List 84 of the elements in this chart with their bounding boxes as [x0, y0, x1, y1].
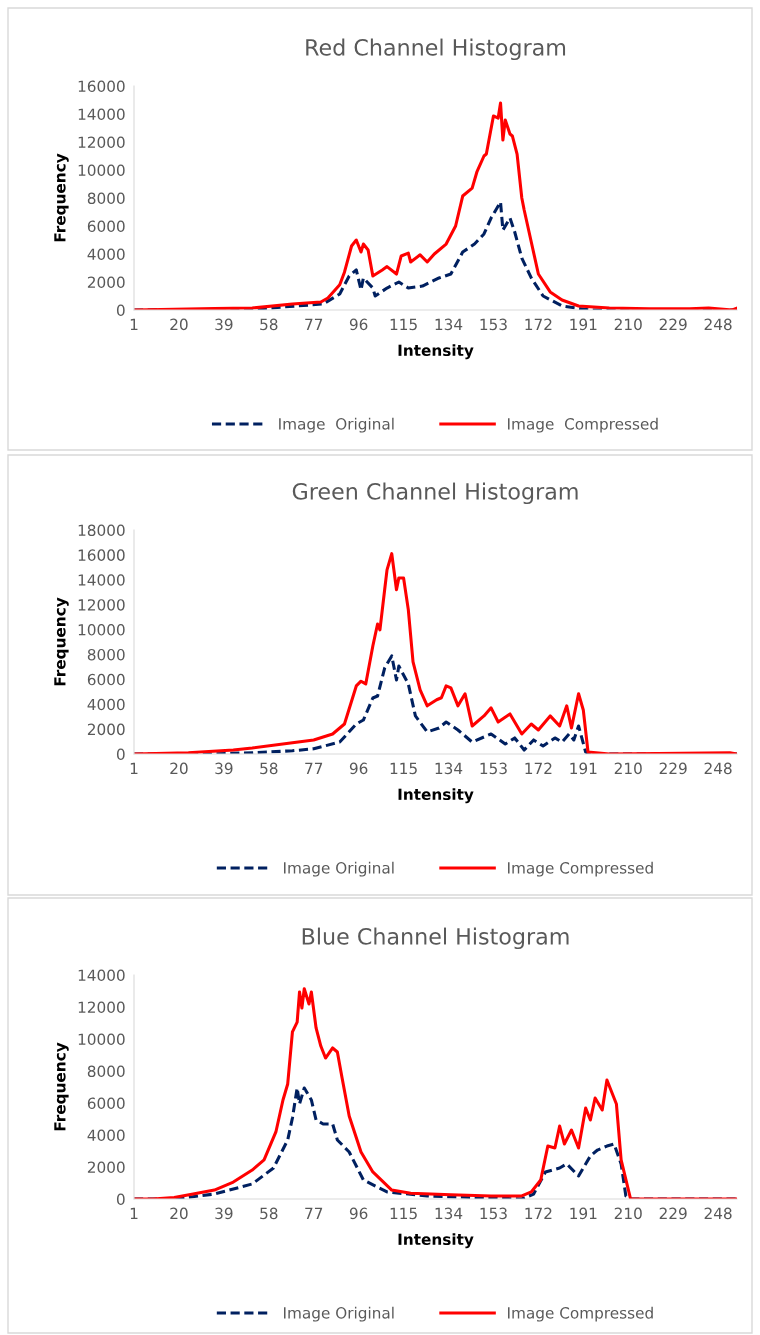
x-tick-label: 58	[260, 318, 278, 331]
x-tick-label: 229	[659, 762, 687, 775]
x-tick-label: 172	[525, 1207, 552, 1219]
y-tick-label: 6000	[87, 673, 125, 686]
x-tick-label: 172	[525, 762, 552, 774]
x-tick-label: 96	[349, 318, 368, 331]
y-tick-label: 6000	[87, 220, 125, 233]
x-tick-label: 172	[525, 318, 552, 330]
x-tick-label: 77	[305, 318, 323, 330]
x-tick-label: 58	[260, 1207, 278, 1220]
y-axis-title: Frequency	[54, 1042, 69, 1131]
x-tick-label: 134	[435, 762, 463, 775]
x-tick-label: 153	[480, 1207, 507, 1220]
x-tick-label: 248	[704, 318, 732, 331]
y-tick-label: 16000	[78, 549, 125, 561]
x-tick-label: 210	[614, 318, 642, 331]
y-tick-label: 8000	[87, 192, 125, 205]
y-tick-label: 12000	[78, 136, 125, 149]
x-tick-label: 96	[349, 762, 368, 775]
y-tick-label: 12000	[78, 599, 125, 611]
y-tick-label: 12000	[78, 1001, 125, 1014]
y-tick-label: 10000	[78, 1033, 125, 1046]
y-tick-label: 4000	[87, 248, 125, 261]
y-tick-label: 2000	[87, 1161, 125, 1174]
x-tick-label: 39	[215, 762, 233, 775]
x-tick-label: 39	[215, 318, 233, 331]
legend-label: Image Original	[284, 1306, 394, 1322]
x-tick-label: 134	[435, 318, 463, 331]
x-tick-label: 229	[659, 1207, 687, 1220]
x-tick-label: 153	[480, 762, 507, 775]
x-tick-label: 191	[570, 318, 597, 331]
x-axis-title: Intensity	[398, 344, 474, 360]
x-tick-label: 191	[570, 1207, 597, 1220]
x-tick-label: 115	[390, 1207, 417, 1220]
x-tick-label: 20	[170, 762, 188, 775]
x-tick-label: 134	[435, 1207, 463, 1220]
x-tick-label: 248	[704, 1207, 732, 1220]
x-axis-title: Intensity	[398, 1233, 474, 1249]
y-tick-label: 10000	[78, 624, 125, 636]
legend-label: Image Compressed	[508, 1306, 653, 1322]
x-tick-label: 1	[130, 762, 138, 774]
y-tick-label: 0	[116, 748, 125, 761]
x-tick-label: 20	[170, 318, 188, 331]
x-tick-label: 58	[260, 762, 278, 775]
y-axis-title: Frequency	[54, 153, 69, 242]
y-tick-label: 10000	[78, 164, 125, 177]
legend-label: Image Compressed	[508, 861, 653, 877]
chart-title: Blue Channel Histogram	[302, 927, 569, 950]
y-tick-label: 0	[116, 304, 125, 317]
x-tick-label: 191	[570, 762, 597, 775]
x-tick-label: 1	[130, 1207, 138, 1219]
y-tick-label: 2000	[87, 723, 125, 736]
y-axis-title: Frequency	[54, 597, 69, 686]
x-tick-label: 96	[349, 1207, 368, 1220]
x-tick-label: 248	[704, 762, 732, 775]
y-tick-label: 8000	[87, 648, 125, 661]
y-tick-label: 14000	[78, 969, 125, 982]
x-tick-label: 77	[305, 1207, 323, 1219]
legend-label: Image Original	[284, 861, 394, 877]
x-tick-label: 1	[130, 318, 138, 330]
y-tick-label: 0	[116, 1193, 125, 1206]
y-tick-label: 14000	[78, 574, 125, 586]
x-tick-label: 39	[215, 1207, 233, 1220]
chart-title: Red Channel Histogram	[306, 38, 566, 61]
chart-title: Green Channel Histogram	[292, 482, 578, 505]
x-tick-label: 229	[659, 318, 687, 331]
y-tick-label: 18000	[78, 524, 125, 537]
y-tick-label: 14000	[78, 108, 125, 121]
y-tick-label: 2000	[87, 276, 125, 289]
y-tick-label: 4000	[87, 1129, 125, 1142]
x-tick-label: 115	[390, 318, 417, 331]
x-axis-title: Intensity	[398, 788, 474, 804]
y-tick-label: 6000	[87, 1097, 125, 1110]
x-tick-label: 20	[170, 1207, 188, 1220]
x-tick-label: 210	[614, 1207, 642, 1220]
y-tick-label: 16000	[78, 80, 125, 93]
x-tick-label: 210	[614, 762, 642, 775]
y-tick-label: 8000	[87, 1065, 125, 1078]
legend-label: Image Compressed	[508, 417, 658, 433]
x-tick-label: 77	[305, 762, 323, 774]
x-tick-label: 115	[390, 762, 417, 775]
x-tick-label: 153	[480, 318, 507, 331]
y-tick-label: 4000	[87, 698, 125, 711]
legend-label: Image Original	[279, 417, 394, 433]
